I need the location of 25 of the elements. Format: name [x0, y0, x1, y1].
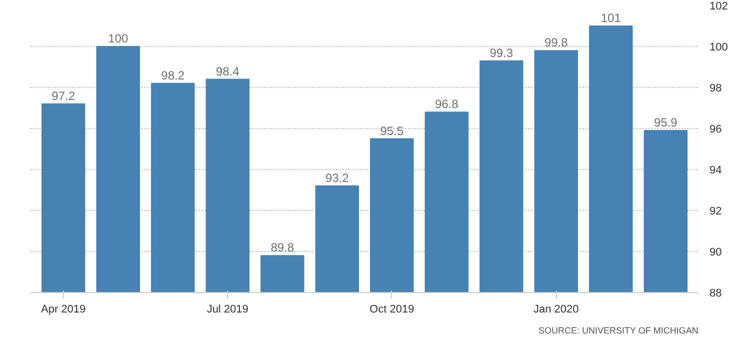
x-tick-label: Oct 2019	[370, 304, 414, 316]
data-label: 96.8	[434, 97, 459, 112]
y-tick-label: 88	[710, 288, 722, 300]
data-label: 101	[600, 11, 622, 25]
data-label: 100	[108, 32, 128, 46]
x-tick-label: Apr 2019	[41, 304, 86, 316]
data-label: 97.2	[52, 88, 76, 103]
y-tick-label: 94	[710, 164, 722, 176]
x-tick-label: Jan 2020	[534, 304, 579, 316]
y-tick-label: 100	[710, 42, 728, 54]
data-label: 95.9	[654, 116, 678, 130]
y-tick-label: 90	[710, 246, 722, 258]
source-note: SOURCE: UNIVERSITY OF MICHIGAN	[538, 326, 698, 336]
data-label: 89.8	[270, 240, 294, 255]
x-tick-label: Jul 2019	[206, 304, 248, 316]
data-label: 93.2	[325, 170, 350, 185]
data-label: 99.8	[544, 36, 568, 50]
data-label: 98.2	[161, 68, 185, 82]
data-label: 99.3	[490, 46, 514, 60]
data-label: 98.4	[216, 64, 240, 78]
y-tick-label: 92	[710, 206, 722, 218]
y-tick-label: 98	[710, 82, 722, 94]
y-tick-label: 96	[710, 124, 722, 136]
data-label: 95.5	[380, 124, 404, 138]
y-tick-label: 102	[710, 0, 728, 12]
